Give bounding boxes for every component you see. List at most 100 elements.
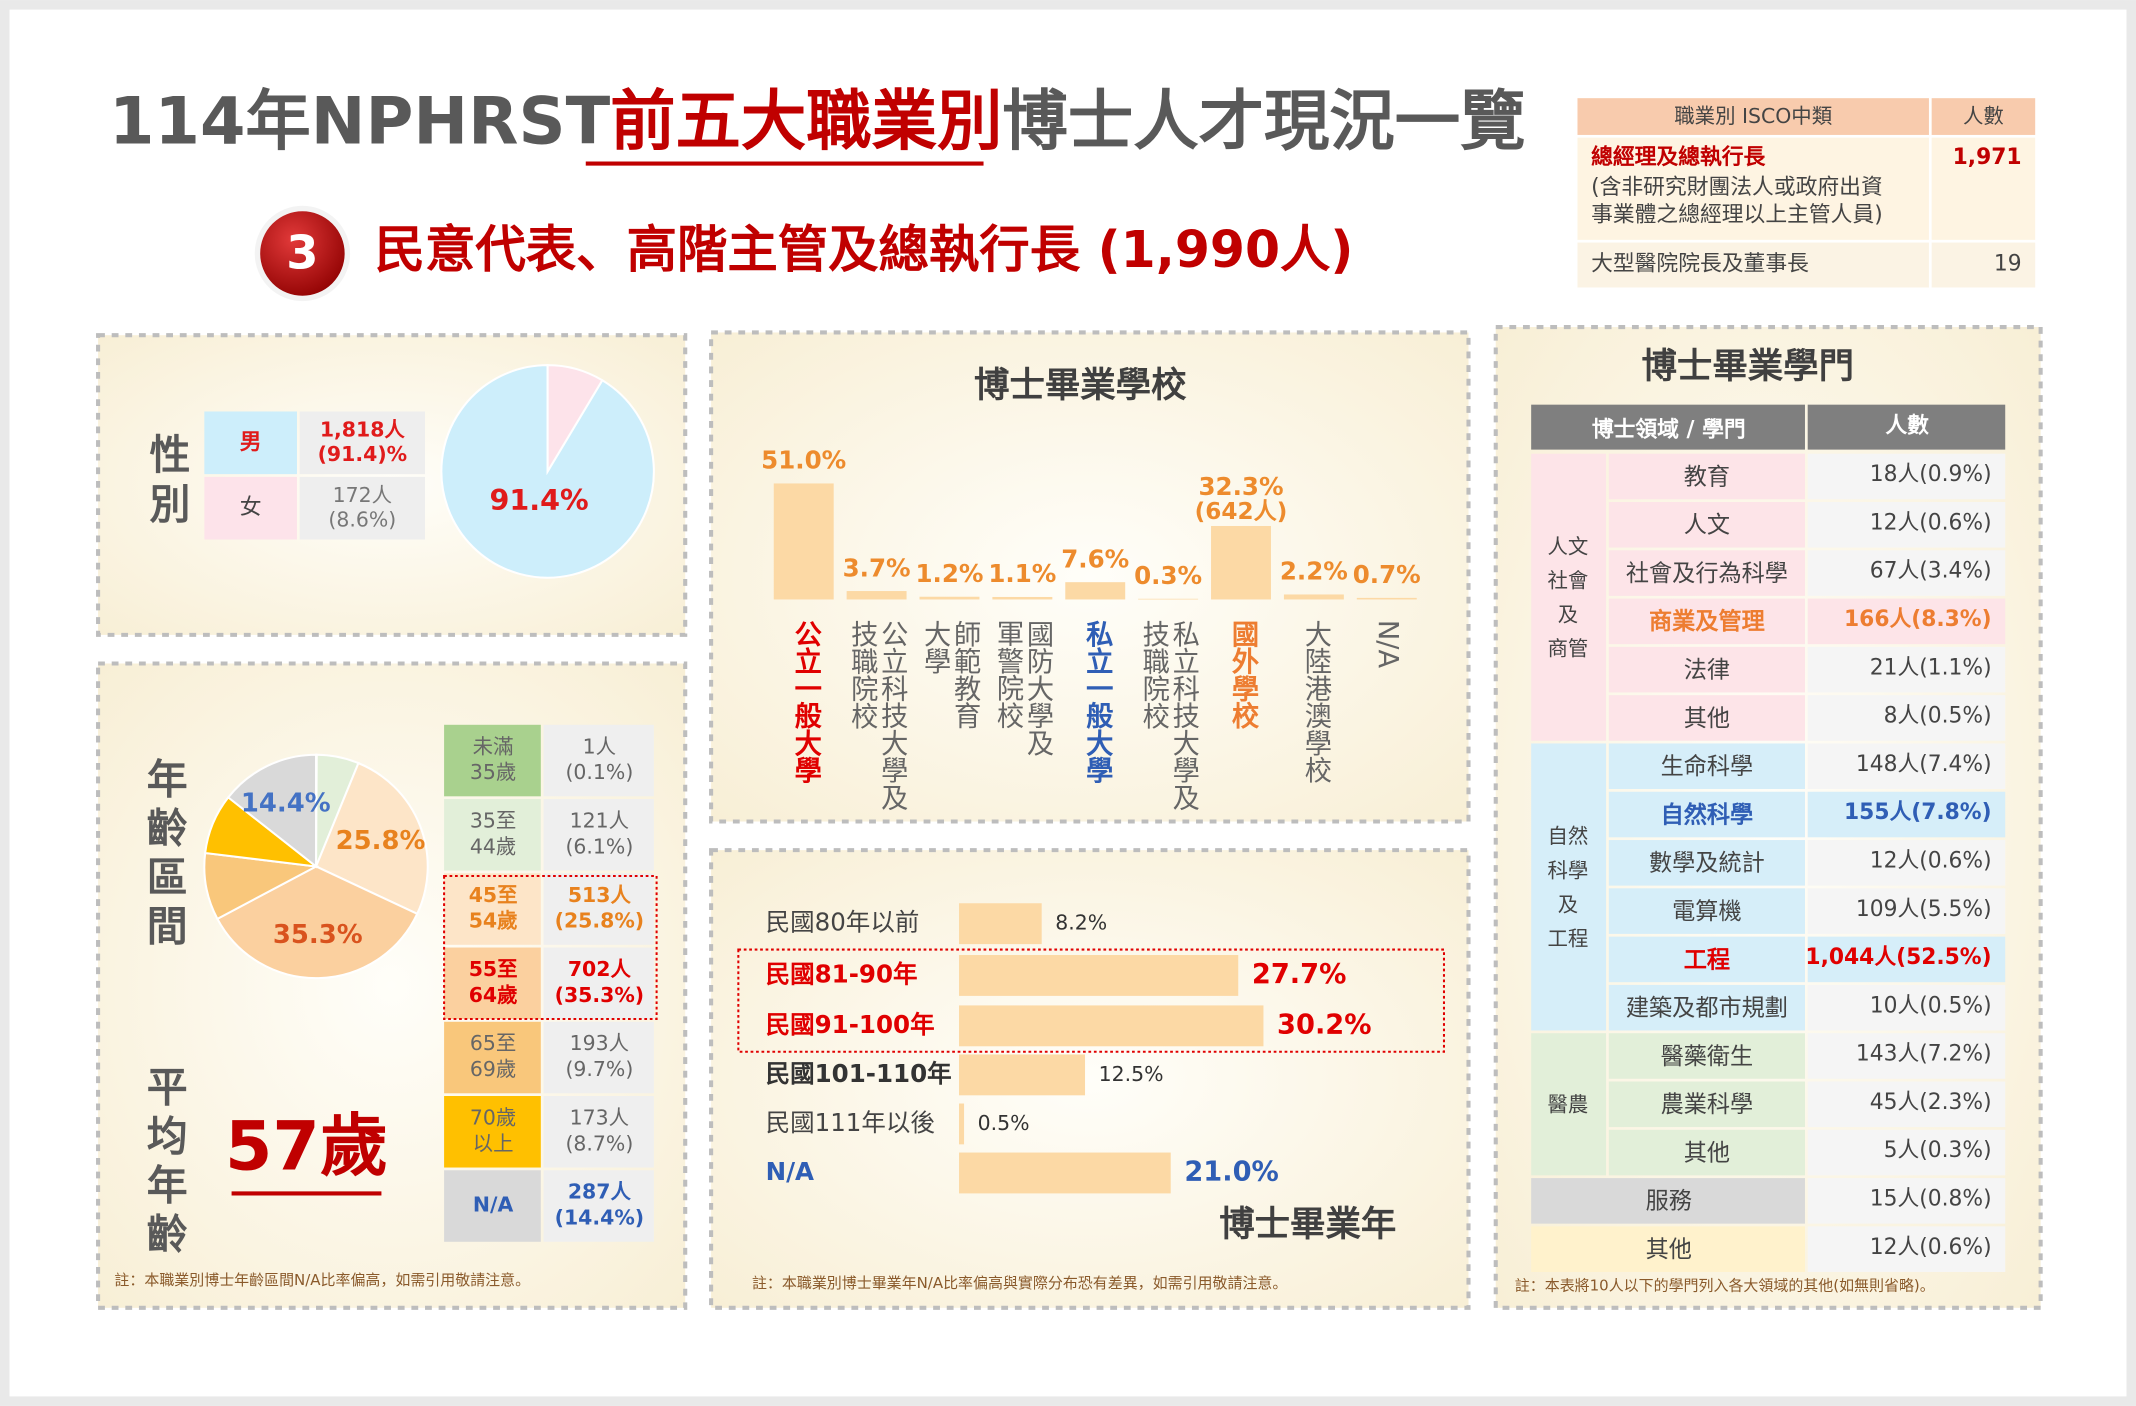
pie-label: 14.4% [241,789,331,819]
label-line: 私立一般大學 [1081,620,1114,783]
label-line: 私立科技大學及 [1167,620,1200,811]
field-count: 15人(0.8%) [1870,1187,1992,1212]
table-cell [1807,1033,2006,1079]
table-header [1577,98,1929,135]
pie-slice [440,364,655,579]
age-count: 513人 [568,883,632,907]
age-label: 44歲 [470,834,516,858]
age-label: 35歲 [470,760,516,784]
table-cell [444,947,541,1020]
pie-label: 35.3% [273,920,363,950]
gender-label: 男 [240,430,262,455]
group-label: 商管 [1548,637,1589,661]
gender-count: 1,818人 [320,418,406,442]
group-label: 社會 [1548,569,1589,593]
age-count: (35.3%) [555,983,645,1007]
table-cell [1931,137,2036,240]
field-count: 12人(0.6%) [1870,848,1992,873]
table-cell [1807,453,2006,500]
table-cell [1807,743,2006,790]
age-count: 121人 [570,809,629,833]
field-name: 醫藥衛生 [1661,1044,1754,1070]
highlight-box [443,874,658,1021]
pie-slice [546,364,604,476]
age-count: 1人 [583,734,616,758]
table-cell [543,873,654,945]
table-cell [299,476,426,540]
age-count: (14.4%) [555,1206,645,1230]
value-label: 0.3% [1134,561,1202,590]
column-header: 人數 [1885,413,1929,438]
value-label: 1.2% [915,559,983,588]
label-line: 國防大學及 [1021,620,1054,756]
table-cell [1807,550,2006,596]
group-label: 科學 [1548,858,1589,882]
table-header [1807,404,2006,450]
title-highlight: 前五大職業別 [610,83,1002,159]
table-cell [1608,840,1805,886]
column-header: 博士領域 / 學門 [1592,417,1746,443]
bar [959,1054,1086,1096]
table-cell [1608,598,1805,645]
bar [959,903,1042,945]
value-label: 21.0% [1184,1156,1278,1187]
table-cell [1931,242,2036,288]
field-name: 建築及都市規劃 [1626,996,1788,1022]
bar [846,591,907,600]
y-tick-label: 民國91-100年 [766,1010,935,1039]
table-cell [444,873,541,945]
age-count: (6.1%) [565,834,633,858]
value-label: 0.5% [978,1111,1030,1135]
group-label: 醫農 [1548,1093,1589,1117]
age-label: 55至 [469,957,518,981]
field-name: 商業及管理 [1649,608,1765,635]
isco-name: 大型醫院院長及董事長 [1591,251,1809,276]
age-count: 287人 [568,1180,632,1204]
x-tick-label: 大陸港澳學校 [1299,620,1332,783]
highlight-box [737,948,1446,1053]
note: 註：本職業別博士年齡區間N/A比率偏高，如需引用敬請注意。 [114,1271,530,1289]
group-label: 及 [1558,892,1578,916]
chart-title: 博士畢業學校 [974,365,1187,406]
age-count: (8.7%) [565,1131,633,1155]
table-cell [444,724,541,797]
table-cell [1608,888,1805,934]
isco-name: 總經理及總執行長 [1591,144,1765,170]
table-cell [1608,1129,1805,1176]
field-count: 18人(0.9%) [1870,462,1992,487]
section-number: 3 [286,226,318,280]
field-name: 人文 [1684,513,1730,539]
label-line: 技職院校 [846,620,879,729]
bar [1356,597,1417,600]
table-cell [1807,598,2006,645]
age-count: (0.1%) [565,760,633,784]
group-cell [1531,453,1607,741]
table-header [1531,404,1805,450]
field-name: 教育 [1684,464,1730,490]
isco-note: 事業體之總經理以上主管人員) [1591,202,1883,227]
bar [959,1103,965,1145]
label-line: 大陸港澳學校 [1299,620,1332,783]
table-cell [444,799,541,871]
bar [1211,525,1271,600]
table-cell [1807,840,2006,886]
table-cell [1531,1226,1805,1272]
age-label: 未滿 [473,734,514,758]
field-count: 109人(5.5%) [1856,897,1992,922]
age-label: 以上 [473,1131,514,1155]
table-cell [1807,1129,2006,1176]
title-part: 114年NPHRST [109,83,611,159]
field-name: 工程 [1684,947,1730,973]
y-tick-label: 民國81-90年 [766,959,918,988]
note: 註：本職業別博士畢業年N/A比率偏高與實際分布恐有差異，如需引用敬請注意。 [752,1274,1287,1292]
table-cell [1608,550,1805,596]
label-line: N/A [1372,620,1403,669]
field-count: 155人(7.8%) [1844,800,1992,825]
table-cell [1807,1226,2006,1272]
field-name: 社會及行為科學 [1626,561,1788,587]
value-label: 0.7% [1353,560,1421,589]
isco-note: (含非研究財團法人或政府出資 [1591,175,1883,200]
field-name: 數學及統計 [1649,851,1765,877]
isco-count: 19 [1994,251,2022,276]
x-tick-label: 師範教育大學 [919,620,982,729]
